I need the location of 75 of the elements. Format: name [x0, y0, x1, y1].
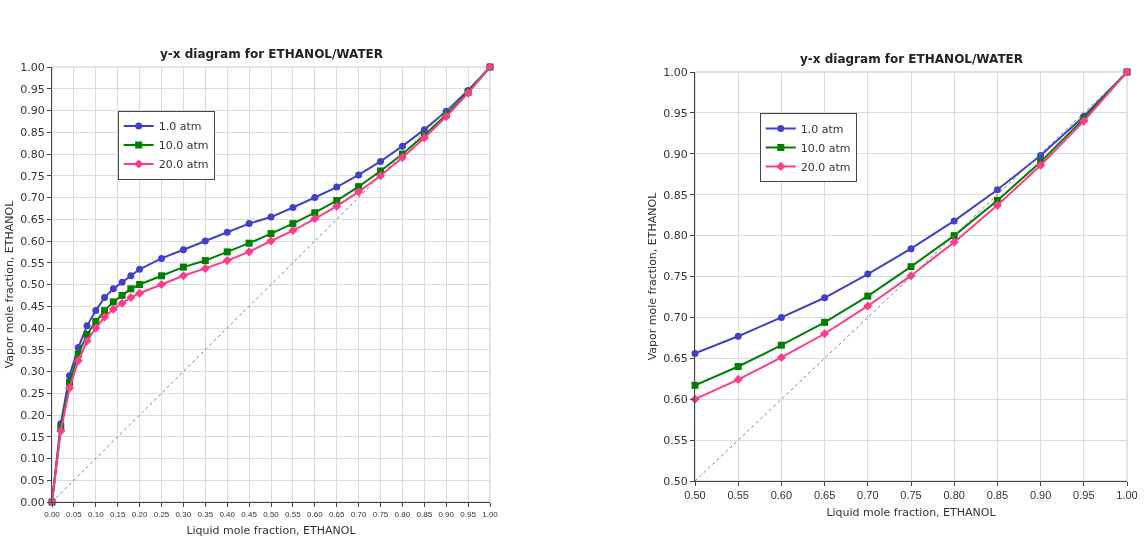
y-tick-label: 0.35 [20, 343, 45, 357]
legend-label: 1.0 atm [800, 122, 844, 136]
y-tick-label: 0.25 [20, 387, 45, 401]
chart-title: y-x diagram for ETHANOL/WATER [800, 52, 1024, 66]
y-tick-label: 0.80 [20, 147, 45, 161]
x-tick-label: 0.20 [131, 509, 148, 519]
x-tick-label: 0.65 [328, 509, 346, 519]
y-tick-label: 0.90 [20, 104, 45, 118]
y-tick-label: 1.00 [663, 65, 688, 79]
x-tick-label: 0.95 [460, 509, 477, 519]
legend-label: 20.0 atm [800, 160, 851, 174]
legend-label: 20.0 atm [158, 158, 209, 172]
x-tick-label: 0.85 [416, 509, 433, 519]
x-tick-label: 0.55 [727, 489, 749, 502]
y-tick-label: 0.65 [663, 352, 688, 366]
y-tick-label: 0.75 [20, 169, 45, 183]
y-tick-label: 0.95 [20, 82, 45, 96]
y-tick-label: 1.00 [20, 60, 45, 74]
y-tick-label: 0.85 [663, 188, 688, 202]
x-tick-label: 1.00 [1116, 489, 1138, 502]
x-tick-label: 0.60 [307, 509, 324, 519]
y-tick-label: 0.05 [20, 474, 45, 488]
x-tick-label: 0.25 [153, 509, 170, 519]
x-tick-label: 0.75 [372, 509, 389, 519]
x-tick-label: 0.40 [219, 509, 236, 519]
y-tick-label: 0.90 [663, 147, 688, 161]
y-tick-label: 0.15 [20, 430, 45, 444]
x-tick-label: 0.50 [684, 489, 706, 502]
x-tick-label: 0.00 [44, 509, 61, 519]
y-tick-label: 0.85 [20, 126, 45, 140]
x-tick-label: 0.70 [350, 509, 367, 519]
x-tick-label: 0.95 [1073, 489, 1095, 502]
y-tick-label: 0.50 [20, 278, 45, 292]
x-tick-label: 0.55 [285, 509, 302, 519]
x-tick-label: 0.15 [109, 509, 127, 519]
y-axis-title: Vapor mole fraction, ETHANOL [2, 199, 16, 369]
x-axis-title: Liquid mole fraction, ETHANOL [826, 506, 997, 520]
y-tick-label: 0.65 [20, 213, 45, 227]
chart-title: y-x diagram for ETHANOL/WATER [160, 47, 384, 61]
y-tick-label: 0.50 [663, 474, 688, 488]
x-tick-label: 0.30 [175, 509, 192, 519]
x-tick-label: 0.35 [197, 509, 214, 519]
legend-label: 10.0 atm [158, 139, 209, 153]
y-tick-label: 0.60 [20, 234, 45, 248]
x-tick-label: 0.45 [241, 509, 258, 519]
legend-label: 1.0 atm [158, 120, 202, 134]
y-tick-label: 0.55 [20, 256, 45, 270]
y-tick-label: 0.80 [663, 229, 688, 243]
x-tick-label: 0.80 [394, 509, 411, 519]
x-axis-title: Liquid mole fraction, ETHANOL [186, 523, 357, 537]
y-tick-label: 0.45 [20, 300, 45, 314]
y-axis-title: Vapor mole fraction, ETHANOL [645, 191, 659, 361]
y-tick-label: 0.20 [20, 408, 45, 422]
x-tick-label: 1.00 [482, 509, 499, 519]
y-tick-label: 0.10 [20, 452, 45, 466]
x-tick-label: 0.10 [88, 509, 105, 519]
y-tick-label: 0.30 [20, 365, 45, 379]
x-tick-label: 0.65 [813, 489, 836, 502]
y-tick-label: 0.70 [20, 191, 45, 205]
x-tick-label: 0.70 [857, 489, 879, 502]
x-tick-label: 0.80 [943, 489, 965, 502]
x-tick-label: 0.50 [263, 509, 280, 519]
y-tick-label: 0.55 [663, 433, 688, 447]
x-tick-label: 0.75 [900, 489, 922, 502]
y-tick-label: 0.95 [663, 106, 688, 120]
x-tick-label: 0.85 [986, 489, 1009, 502]
x-tick-label: 0.90 [438, 509, 455, 519]
y-tick-label: 0.40 [20, 321, 45, 335]
x-tick-label: 0.90 [1029, 489, 1052, 502]
legend-label: 10.0 atm [800, 141, 851, 155]
y-tick-label: 0.75 [663, 270, 688, 284]
y-tick-label: 0.70 [663, 311, 688, 325]
x-tick-label: 0.05 [66, 509, 83, 519]
y-tick-label: 0.60 [663, 393, 688, 407]
x-tick-label: 0.60 [770, 489, 793, 502]
